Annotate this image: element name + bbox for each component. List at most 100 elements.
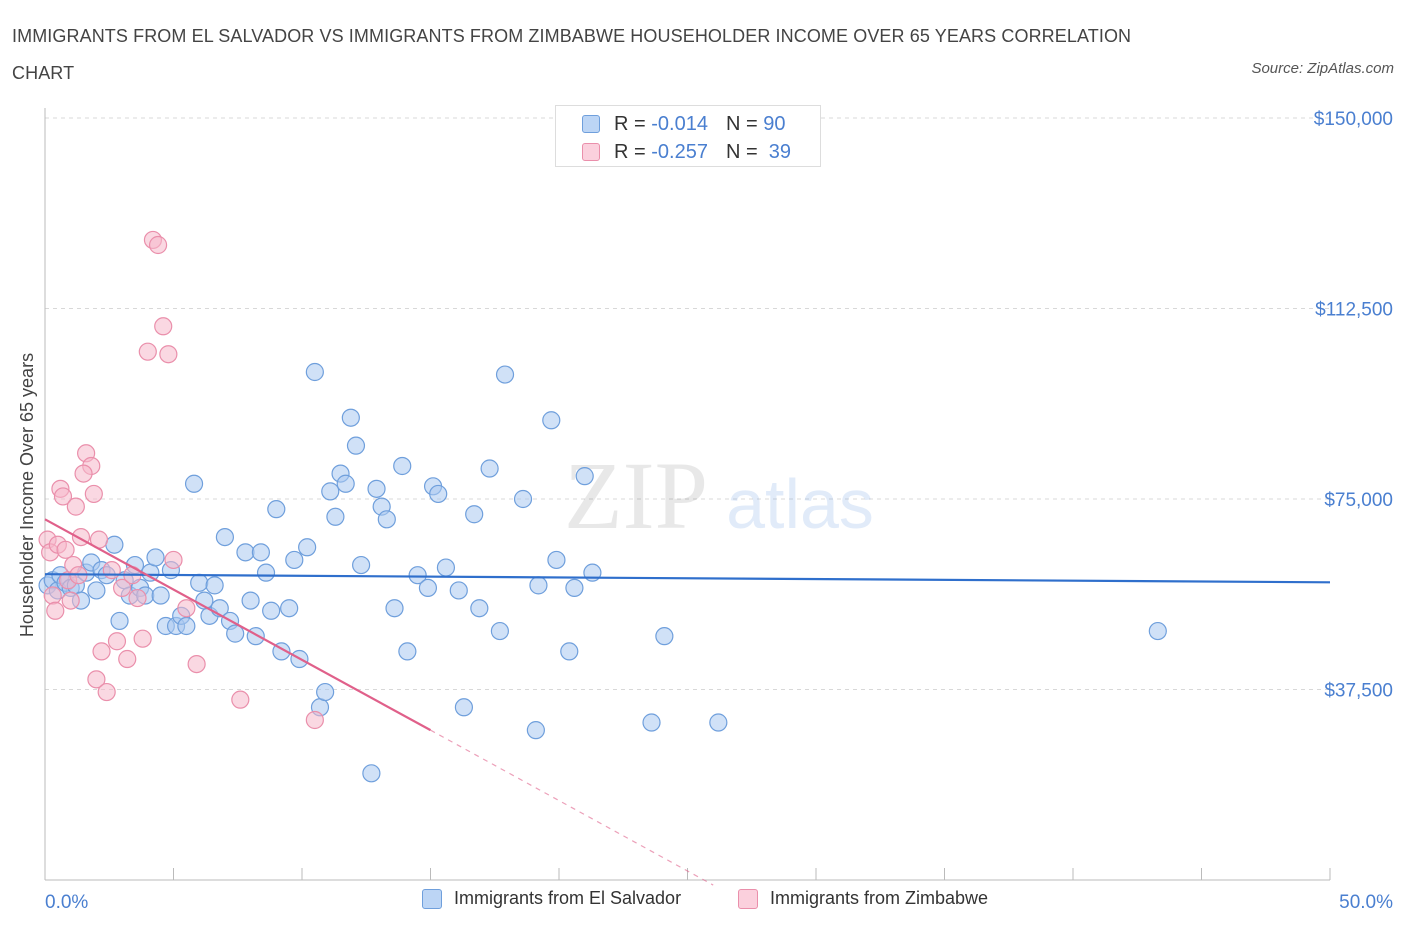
n-value: 90: [763, 112, 786, 135]
chart-title: IMMIGRANTS FROM EL SALVADOR VS IMMIGRANT…: [12, 26, 1132, 83]
zimbabwe-trendline: [44, 518, 432, 732]
y-axis-label: Householder Income Over 65 years: [17, 353, 37, 637]
el-salvador-point: [526, 721, 545, 740]
el-salvador-point: [362, 764, 381, 783]
el-salvador-point: [398, 642, 417, 661]
el-salvador-point: [449, 581, 468, 600]
el-salvador-point: [560, 642, 579, 661]
el-salvador-point: [513, 489, 533, 509]
blue-swatch: [422, 888, 442, 909]
el-salvador-point: [655, 627, 674, 646]
stats-legend: R = -0.014 N = 90 R = -0.257 N = 39: [555, 105, 821, 167]
zimbabwe-point: [46, 601, 65, 620]
el-salvador-point: [336, 474, 355, 493]
el-salvador-point: [280, 599, 299, 618]
n-label: N =: [725, 112, 758, 135]
el-salvador-point: [341, 408, 360, 427]
el-salvador-point: [146, 548, 165, 567]
el-salvador-point: [326, 507, 345, 526]
el-salvador-point: [709, 713, 728, 732]
el-salvador-point: [251, 543, 270, 562]
zimbabwe-point: [118, 649, 137, 669]
el-salvador-point: [367, 479, 386, 498]
zimbabwe-point: [92, 642, 111, 661]
x-tick-label: 0.0%: [45, 892, 88, 913]
zimbabwe-point: [148, 235, 168, 255]
el-salvador-point: [393, 456, 412, 476]
pink-swatch: [582, 143, 600, 161]
zimbabwe-point: [61, 591, 80, 610]
zimbabwe-point: [128, 588, 147, 608]
legend-item-el-salvador[interactable]: Immigrants from El Salvador: [422, 888, 681, 909]
legend-label: Immigrants from Zimbabwe: [770, 888, 989, 908]
r-label: R =: [614, 112, 646, 135]
el-salvador-point: [184, 474, 204, 493]
zimbabwe-point: [138, 342, 157, 361]
el-salvador-point: [177, 616, 196, 636]
zimbabwe-point: [107, 632, 127, 651]
zimbabwe-point: [187, 654, 206, 674]
blue-swatch: [582, 115, 600, 133]
el-salvador-point: [241, 591, 260, 610]
watermark-atlas: atlas: [726, 465, 874, 543]
zimbabwe-point: [43, 586, 62, 605]
zimbabwe-point: [231, 690, 250, 709]
r-value: -0.014: [651, 112, 708, 135]
y-tick-label: $112,500: [1315, 300, 1393, 321]
el-salvador-point: [490, 621, 509, 641]
zimbabwe-point: [164, 550, 183, 570]
zimbabwe-point: [112, 578, 132, 598]
y-tick-label: $150,000: [1314, 109, 1393, 130]
el-salvador-point: [190, 573, 209, 592]
el-salvador-point: [408, 566, 427, 585]
zimbabwe-point: [66, 497, 85, 516]
el-salvador-point: [565, 578, 584, 598]
el-salvador-point: [262, 601, 281, 620]
el-salvador-point: [418, 578, 438, 598]
y-tick-label: $75,000: [1324, 490, 1393, 511]
pink-swatch: [738, 888, 758, 909]
el-salvador-point: [256, 563, 276, 582]
r-label: R =: [614, 140, 646, 163]
el-salvador-point: [377, 510, 396, 529]
legend-item-zimbabwe[interactable]: Immigrants from Zimbabwe: [738, 888, 988, 909]
el-salvador-point: [236, 543, 255, 562]
el-salvador-point: [151, 586, 170, 605]
n-value: 39: [768, 140, 792, 163]
el-salvador-point: [226, 624, 245, 643]
series-el-salvador: [38, 362, 1167, 783]
zimbabwe-point: [56, 540, 75, 559]
el-salvador-point: [542, 411, 561, 430]
zimbabwe-point: [84, 484, 103, 504]
el-salvador-point: [480, 459, 499, 478]
n-label: N =: [725, 140, 758, 163]
source-label: Source: ZipAtlas.com: [1251, 60, 1394, 77]
el-salvador-point: [105, 535, 124, 554]
el-salvador-point: [305, 362, 324, 382]
el-salvador-point: [529, 576, 548, 595]
el-salvador-point: [110, 611, 129, 631]
el-salvador-point: [298, 538, 317, 557]
series-legend: Immigrants from El Salvador Immigrants f…: [0, 888, 1406, 916]
el-salvador-point: [215, 527, 234, 547]
zimbabwe-point: [97, 682, 116, 702]
watermark-zip: ZIP: [564, 442, 708, 549]
el-salvador-point: [87, 581, 106, 600]
zimbabwe-trendline-extension: [430, 729, 714, 886]
zimbabwe-point: [159, 345, 178, 364]
el-salvador-point: [454, 698, 474, 717]
legend-label: Immigrants from El Salvador: [454, 888, 682, 908]
zimbabwe-point: [305, 710, 324, 730]
r-value: -0.257: [651, 140, 708, 163]
el-salvador-point: [547, 550, 566, 570]
el-salvador-point: [465, 505, 484, 524]
stats-legend-row-el-salvador: R = -0.014 N = 90: [582, 111, 785, 137]
zimbabwe-point: [53, 487, 73, 506]
x-tick-label: 50.0%: [1339, 892, 1393, 913]
zimbabwe-point: [154, 317, 173, 336]
zimbabwe-point: [102, 561, 121, 580]
el-salvador-point: [429, 484, 448, 504]
el-salvador-point: [1148, 621, 1167, 641]
el-salvador-point: [575, 467, 594, 486]
stats-legend-row-zimbabwe: R = -0.257 N = 39: [582, 139, 791, 165]
